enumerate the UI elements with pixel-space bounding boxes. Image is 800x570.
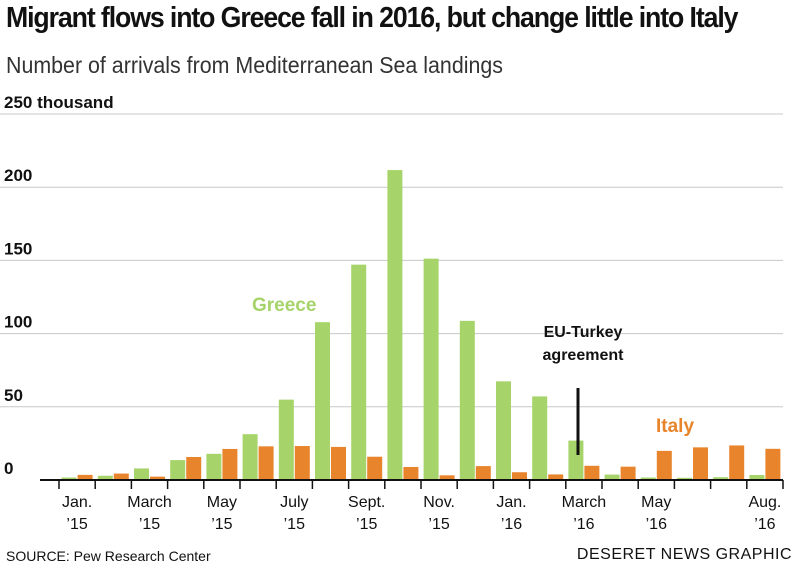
bar-greece (315, 322, 330, 480)
x-tick-label: March (127, 494, 171, 511)
bar-italy (331, 446, 346, 480)
x-tick-label: Nov. (423, 494, 455, 511)
bar-italy (475, 466, 491, 480)
x-tick-label: ’15 (284, 516, 305, 533)
bar-greece (604, 474, 620, 480)
annotation-line2: agreement (543, 347, 625, 364)
bar-italy (367, 456, 383, 480)
series-label-italy: Italy (656, 416, 694, 437)
bar-greece (278, 399, 294, 480)
bar-italy (186, 457, 202, 480)
source-note: SOURCE: Pew Research Center (6, 548, 211, 564)
annotation-line1: EU-Turkey (544, 324, 623, 341)
bar-greece (713, 477, 729, 480)
bar-greece (496, 381, 511, 480)
bar-italy (656, 450, 672, 480)
bar-italy (584, 465, 600, 480)
x-tick-label: ’15 (356, 516, 377, 533)
x-tick-label: Jan. (496, 494, 526, 511)
graphic-credit: DESERET NEWS GRAPHIC (576, 546, 792, 563)
bar-greece (568, 440, 584, 480)
bar-italy (620, 466, 636, 480)
x-tick-label: Aug. (748, 494, 781, 511)
bar-greece (677, 477, 692, 480)
bar-italy (512, 472, 527, 480)
bar-italy (548, 474, 564, 480)
bar-greece (351, 264, 367, 480)
bar-greece (206, 453, 222, 480)
series-label-greece: Greece (252, 295, 316, 316)
bar-greece (242, 434, 258, 480)
bar-italy (113, 473, 129, 480)
chart-subtitle: Number of arrivals from Mediterranean Se… (6, 52, 503, 78)
labels: 250 thousand 200 150 100 50 0 Jan. ’15 March ’15 M… (4, 93, 781, 533)
x-tick-label: ’15 (211, 516, 232, 533)
bar-italy (403, 466, 419, 480)
x-tick-label: ’15 (139, 516, 160, 533)
x-tick-label: ’15 (428, 516, 449, 533)
x-tick-label: ’16 (754, 516, 775, 533)
bars (61, 170, 781, 480)
bar-greece (170, 460, 186, 480)
bar-greece (134, 468, 149, 480)
bar-italy (77, 474, 93, 480)
bar-italy (439, 475, 455, 480)
x-tick-label: Jan. (62, 494, 92, 511)
bar-italy (765, 448, 781, 480)
bar-italy (222, 448, 238, 480)
bar-italy (258, 446, 274, 480)
bar-greece (61, 477, 77, 480)
bar-italy (729, 445, 745, 480)
bar-greece (459, 320, 475, 480)
x-tick-label: ’15 (66, 516, 87, 533)
x-tick-label: ’16 (501, 516, 522, 533)
x-tick-label: May (207, 494, 237, 511)
x-tick-label: July (280, 494, 308, 511)
y-tick-label: 50 (4, 386, 23, 405)
bar-greece (532, 396, 548, 480)
bar-greece (97, 475, 113, 480)
y-tick-label: 150 (4, 239, 32, 258)
bar-greece (749, 475, 765, 480)
x-tick-label: Sept. (348, 494, 385, 511)
bar-italy (294, 446, 310, 480)
y-tick-label: 200 (4, 166, 32, 185)
y-tick-label: 0 (4, 459, 13, 478)
x-tick-label: March (562, 494, 606, 511)
bar-greece (387, 170, 403, 480)
bar-greece (423, 258, 439, 480)
x-tick-label: May (641, 494, 671, 511)
chart-title: Migrant flows into Greece fall in 2016, … (6, 2, 739, 34)
x-axis (40, 479, 784, 489)
y-tick-label: 250 thousand (4, 93, 114, 112)
x-tick-label: ’16 (573, 516, 594, 533)
bar-greece (640, 477, 656, 480)
bar-italy (150, 476, 165, 480)
bar-italy (693, 447, 708, 480)
x-tick-label: ’16 (646, 516, 667, 533)
y-tick-label: 100 (4, 313, 32, 332)
